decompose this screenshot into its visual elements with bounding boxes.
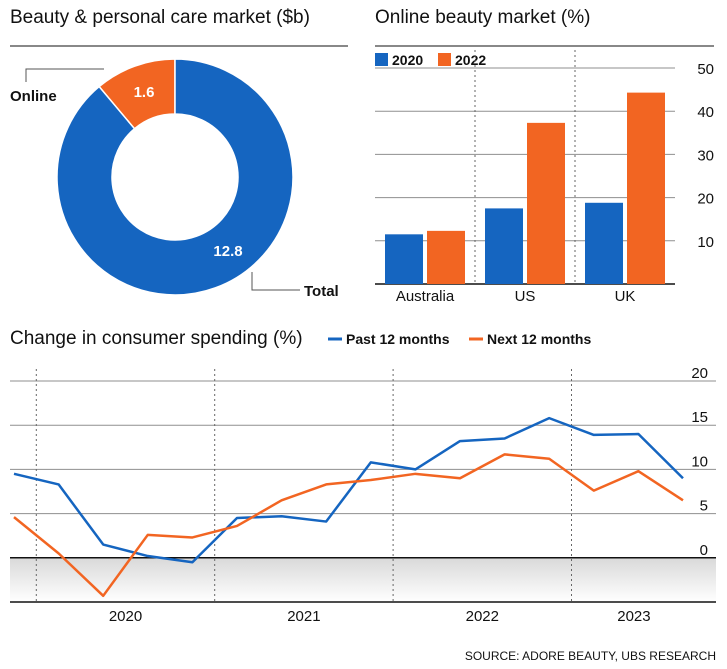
legend-label-next: Next 12 months [487, 331, 591, 347]
legend-swatch-2020 [375, 53, 388, 66]
bar-x-tick-label: US [515, 288, 536, 305]
line-y-axis: 0 5 10 15 20 [691, 365, 708, 559]
legend-label-2020: 2020 [392, 52, 423, 68]
total-label: Total [304, 283, 339, 300]
total-value-label: 12.8 [213, 243, 242, 260]
line-title: Change in consumer spending (%) [10, 328, 303, 349]
donut-chart [56, 58, 294, 296]
line-x-tick-label: 2022 [466, 608, 499, 625]
total-leader-line [251, 272, 300, 291]
legend-swatch-2022 [438, 53, 451, 66]
bar-y-tick-label: 30 [697, 147, 714, 164]
online-leader-line [25, 68, 104, 82]
line-y-tick-label: 10 [691, 453, 708, 470]
bar-y-tick-label: 20 [697, 191, 714, 208]
online-label: Online [10, 88, 57, 105]
bar-y-tick-label: 10 [697, 234, 714, 251]
line-gridlines [10, 369, 716, 603]
bar-marks [385, 92, 665, 285]
bar-x-tick-label: Australia [396, 288, 455, 305]
bar-y-axis: 10 20 30 40 50 [697, 61, 714, 251]
source-note: SOURCE: ADORE BEAUTY, UBS RESEARCH [465, 649, 716, 663]
bar-us-2022 [527, 122, 565, 284]
bar-us-2020 [485, 208, 523, 284]
line-x-tick-label: 2021 [287, 608, 320, 625]
bar-title: Online beauty market (%) [375, 7, 590, 28]
bar-australia-2020 [385, 234, 423, 284]
legend-label-past: Past 12 months [346, 331, 450, 347]
bar-uk-2022 [627, 92, 665, 285]
negative-zone-shading [10, 557, 716, 602]
line-y-tick-label: 0 [700, 542, 708, 559]
bar-gridlines [375, 50, 675, 285]
line-marks [13, 416, 684, 598]
legend-label-2022: 2022 [455, 52, 486, 68]
line-y-tick-label: 15 [691, 409, 708, 426]
donut-slice-total [56, 58, 294, 296]
donut-title: Beauty & personal care market ($b) [10, 7, 310, 28]
line-x-tick-label: 2020 [109, 608, 142, 625]
bar-uk-2020 [585, 202, 623, 284]
line-x-tick-label: 2023 [617, 608, 650, 625]
online-value-label: 1.6 [134, 84, 155, 101]
bar-x-axis: Australia US UK [396, 288, 636, 305]
bar-x-tick-label: UK [615, 288, 636, 305]
line-y-tick-label: 5 [700, 498, 708, 515]
bar-y-tick-label: 50 [697, 61, 714, 78]
line-series-past-12-months [13, 416, 684, 564]
bar-australia-2022 [427, 230, 465, 284]
line-series-next-12-months [13, 453, 684, 598]
line-x-axis: 2020 2021 2022 2023 [109, 608, 651, 625]
bar-y-tick-label: 40 [697, 104, 714, 121]
line-y-tick-label: 20 [691, 365, 708, 382]
